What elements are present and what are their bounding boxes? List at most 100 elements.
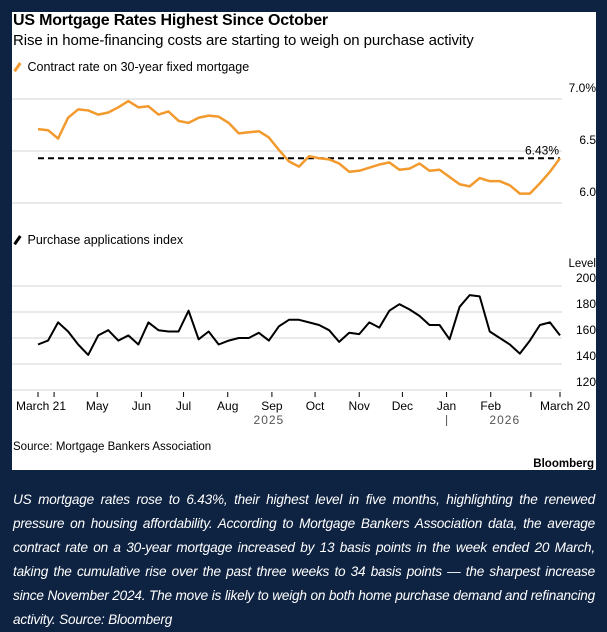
index-point (217, 343, 220, 346)
x-tick-label: May (86, 399, 109, 413)
rate-point (328, 158, 331, 161)
rate-point (528, 192, 531, 195)
rate-point (137, 106, 140, 109)
index-point (488, 330, 491, 333)
index-point (428, 324, 431, 327)
rate-point (227, 121, 230, 124)
rate-point (237, 132, 240, 135)
index-point (348, 331, 351, 334)
rate-point (257, 130, 260, 133)
index-series-line (37, 294, 561, 356)
index-point (559, 334, 562, 337)
x-tick-label: Jul (176, 399, 191, 413)
index-point (408, 308, 411, 311)
rate-point (368, 166, 371, 169)
index-point (308, 321, 311, 324)
chart-title: US Mortgage Rates Highest Since October (13, 12, 328, 29)
index-point (267, 339, 270, 342)
rate-point (107, 111, 110, 114)
index-tick-label: 120 (576, 375, 596, 389)
rate-point (97, 113, 100, 116)
rate-point (207, 114, 210, 117)
rate-point (217, 115, 220, 118)
rate-point (428, 169, 431, 172)
rate-point (468, 185, 471, 188)
rate-point (458, 183, 461, 186)
legend-rate: Contract rate on 30-year fixed mortgage (13, 60, 249, 74)
index-point (548, 321, 551, 324)
index-point (287, 318, 290, 321)
reference-line-label: 6.43% (525, 143, 559, 157)
x-tick-label: Jan (437, 399, 456, 413)
index-point (207, 330, 210, 333)
rate-tick-label: 6.5 (579, 133, 596, 147)
index-point (77, 343, 80, 346)
index-point (257, 331, 260, 334)
index-point (418, 314, 421, 317)
index-tick-label: 160 (576, 323, 596, 337)
chart-panel (12, 12, 596, 470)
rate-point (298, 165, 301, 168)
rate-point (418, 162, 421, 165)
index-point (518, 352, 521, 355)
index-tick-label: 180 (576, 297, 596, 311)
index-point (237, 337, 240, 340)
rate-gridlines: 7.0% 6.5 6.0 (12, 81, 597, 204)
rate-point (197, 116, 200, 119)
index-point (247, 337, 250, 340)
rate-point (538, 182, 541, 185)
rate-point (318, 157, 321, 160)
caption-text: US mortgage rates rose to 6.43%, their h… (13, 492, 595, 627)
index-axis-title: Level (569, 258, 597, 270)
index-point (468, 294, 471, 297)
index-point (388, 309, 391, 312)
x-tick-label: Jun (132, 399, 151, 413)
rate-tick-label: 7.0% (569, 81, 597, 95)
index-point (117, 339, 120, 342)
index-point (448, 338, 451, 341)
rate-point (559, 157, 562, 160)
index-point (187, 309, 190, 312)
index-point (368, 321, 371, 324)
index-point (508, 343, 511, 346)
rate-point (448, 176, 451, 179)
rate-point (408, 167, 411, 170)
rate-point (77, 108, 80, 111)
x-tick-label: March 20 (540, 399, 590, 413)
rate-point (358, 169, 361, 172)
rate-point (87, 109, 90, 112)
legend-rate-label: Contract rate on 30-year fixed mortgage (27, 60, 250, 74)
rate-point (508, 184, 511, 187)
index-point (67, 330, 70, 333)
index-gridlines: 200 180 160 140 120 (12, 271, 596, 389)
source-note: Source: Mortgage Bankers Association (13, 441, 212, 453)
x-tick-label: Feb (480, 399, 501, 413)
index-point (398, 303, 401, 306)
x-tick-label: Aug (217, 399, 238, 413)
rate-point (127, 100, 130, 103)
index-point (358, 333, 361, 336)
rate-point (187, 121, 190, 124)
index-point (97, 334, 100, 337)
index-point (438, 324, 441, 327)
index-point (197, 338, 200, 341)
rate-point (157, 113, 160, 116)
index-point (528, 339, 531, 342)
x-tick-label: Nov (349, 399, 370, 413)
rate-point (277, 148, 280, 151)
index-point (298, 318, 301, 321)
index-point (157, 329, 160, 332)
index-point (498, 337, 501, 340)
rate-point (267, 136, 270, 139)
index-point (167, 330, 170, 333)
rate-point (488, 180, 491, 183)
rate-tick-label: 6.0 (579, 185, 596, 199)
index-point (177, 330, 180, 333)
rate-point (518, 192, 521, 195)
index-point (318, 324, 321, 327)
index-tick-label: 140 (576, 349, 596, 363)
index-point (328, 329, 331, 332)
index-tick-label: 200 (576, 271, 596, 285)
index-point (37, 343, 40, 346)
rate-point (67, 116, 70, 119)
